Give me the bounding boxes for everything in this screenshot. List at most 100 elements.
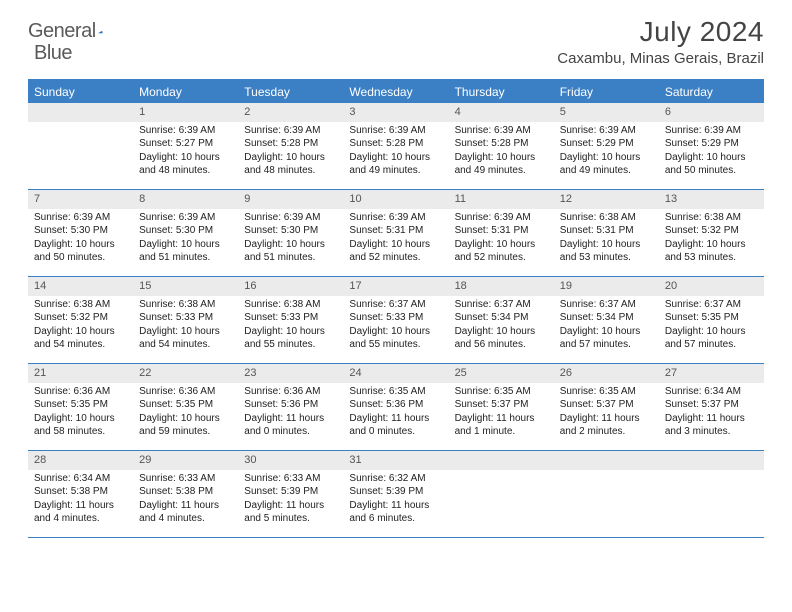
sunset-line: Sunset: 5:34 PM bbox=[560, 311, 653, 325]
sunset-line: Sunset: 5:36 PM bbox=[244, 398, 337, 412]
sunset-line: Sunset: 5:33 PM bbox=[244, 311, 337, 325]
cell-body: Sunrise: 6:34 AMSunset: 5:37 PMDaylight:… bbox=[659, 383, 764, 443]
cell-body: Sunrise: 6:34 AMSunset: 5:38 PMDaylight:… bbox=[28, 470, 133, 530]
cell-body: Sunrise: 6:39 AMSunset: 5:28 PMDaylight:… bbox=[449, 122, 554, 182]
daylight-line: Daylight: 10 hours and 49 minutes. bbox=[560, 151, 653, 178]
cell-body: Sunrise: 6:39 AMSunset: 5:27 PMDaylight:… bbox=[133, 122, 238, 182]
sunset-line: Sunset: 5:38 PM bbox=[34, 485, 127, 499]
calendar-cell: 1Sunrise: 6:39 AMSunset: 5:27 PMDaylight… bbox=[133, 103, 238, 189]
sunrise-line: Sunrise: 6:39 AM bbox=[244, 211, 337, 225]
cell-body: Sunrise: 6:39 AMSunset: 5:28 PMDaylight:… bbox=[238, 122, 343, 182]
sunrise-line: Sunrise: 6:38 AM bbox=[244, 298, 337, 312]
sunrise-line: Sunrise: 6:39 AM bbox=[665, 124, 758, 138]
sunrise-line: Sunrise: 6:33 AM bbox=[244, 472, 337, 486]
daylight-line: Daylight: 11 hours and 6 minutes. bbox=[349, 499, 442, 526]
calendar-cell: 10Sunrise: 6:39 AMSunset: 5:31 PMDayligh… bbox=[343, 190, 448, 276]
daylight-line: Daylight: 11 hours and 4 minutes. bbox=[34, 499, 127, 526]
sunset-line: Sunset: 5:33 PM bbox=[139, 311, 232, 325]
calendar-cell: 24Sunrise: 6:35 AMSunset: 5:36 PMDayligh… bbox=[343, 364, 448, 450]
cell-body: Sunrise: 6:39 AMSunset: 5:29 PMDaylight:… bbox=[659, 122, 764, 182]
cell-body: Sunrise: 6:39 AMSunset: 5:30 PMDaylight:… bbox=[238, 209, 343, 269]
sunset-line: Sunset: 5:32 PM bbox=[665, 224, 758, 238]
sunrise-line: Sunrise: 6:35 AM bbox=[560, 385, 653, 399]
sunset-line: Sunset: 5:28 PM bbox=[349, 137, 442, 151]
daylight-line: Daylight: 11 hours and 2 minutes. bbox=[560, 412, 653, 439]
dow-sunday: Sunday bbox=[28, 81, 133, 103]
calendar-cell: 18Sunrise: 6:37 AMSunset: 5:34 PMDayligh… bbox=[449, 277, 554, 363]
calendar-cell: 25Sunrise: 6:35 AMSunset: 5:37 PMDayligh… bbox=[449, 364, 554, 450]
dow-saturday: Saturday bbox=[659, 81, 764, 103]
cell-body: Sunrise: 6:39 AMSunset: 5:31 PMDaylight:… bbox=[343, 209, 448, 269]
day-number: 1 bbox=[133, 103, 238, 122]
sunrise-line: Sunrise: 6:36 AM bbox=[244, 385, 337, 399]
sunrise-line: Sunrise: 6:39 AM bbox=[139, 211, 232, 225]
daylight-line: Daylight: 10 hours and 54 minutes. bbox=[139, 325, 232, 352]
cell-body: Sunrise: 6:38 AMSunset: 5:32 PMDaylight:… bbox=[659, 209, 764, 269]
sunset-line: Sunset: 5:30 PM bbox=[139, 224, 232, 238]
day-number bbox=[28, 103, 133, 122]
day-number: 29 bbox=[133, 451, 238, 470]
sunrise-line: Sunrise: 6:37 AM bbox=[455, 298, 548, 312]
sunset-line: Sunset: 5:28 PM bbox=[244, 137, 337, 151]
sunrise-line: Sunrise: 6:35 AM bbox=[349, 385, 442, 399]
sunset-line: Sunset: 5:31 PM bbox=[560, 224, 653, 238]
cell-body: Sunrise: 6:35 AMSunset: 5:37 PMDaylight:… bbox=[554, 383, 659, 443]
month-title: July 2024 bbox=[557, 16, 764, 48]
sunrise-line: Sunrise: 6:38 AM bbox=[34, 298, 127, 312]
cell-body: Sunrise: 6:33 AMSunset: 5:38 PMDaylight:… bbox=[133, 470, 238, 530]
day-number: 27 bbox=[659, 364, 764, 383]
sunset-line: Sunset: 5:30 PM bbox=[34, 224, 127, 238]
week-row: 7Sunrise: 6:39 AMSunset: 5:30 PMDaylight… bbox=[28, 190, 764, 277]
cell-body: Sunrise: 6:39 AMSunset: 5:29 PMDaylight:… bbox=[554, 122, 659, 182]
daylight-line: Daylight: 10 hours and 57 minutes. bbox=[665, 325, 758, 352]
calendar-cell: 3Sunrise: 6:39 AMSunset: 5:28 PMDaylight… bbox=[343, 103, 448, 189]
sunset-line: Sunset: 5:33 PM bbox=[349, 311, 442, 325]
cell-body: Sunrise: 6:39 AMSunset: 5:31 PMDaylight:… bbox=[449, 209, 554, 269]
cell-body: Sunrise: 6:35 AMSunset: 5:36 PMDaylight:… bbox=[343, 383, 448, 443]
calendar-cell: 14Sunrise: 6:38 AMSunset: 5:32 PMDayligh… bbox=[28, 277, 133, 363]
sunset-line: Sunset: 5:37 PM bbox=[665, 398, 758, 412]
day-number: 8 bbox=[133, 190, 238, 209]
day-number: 4 bbox=[449, 103, 554, 122]
sunrise-line: Sunrise: 6:35 AM bbox=[455, 385, 548, 399]
cell-body: Sunrise: 6:39 AMSunset: 5:30 PMDaylight:… bbox=[133, 209, 238, 269]
daylight-line: Daylight: 10 hours and 51 minutes. bbox=[244, 238, 337, 265]
week-row: 28Sunrise: 6:34 AMSunset: 5:38 PMDayligh… bbox=[28, 451, 764, 538]
sunrise-line: Sunrise: 6:39 AM bbox=[34, 211, 127, 225]
cell-body: Sunrise: 6:36 AMSunset: 5:36 PMDaylight:… bbox=[238, 383, 343, 443]
sunrise-line: Sunrise: 6:39 AM bbox=[349, 124, 442, 138]
calendar-cell bbox=[28, 103, 133, 189]
calendar-cell: 13Sunrise: 6:38 AMSunset: 5:32 PMDayligh… bbox=[659, 190, 764, 276]
sunset-line: Sunset: 5:35 PM bbox=[665, 311, 758, 325]
logo-sub: Blue bbox=[34, 42, 72, 65]
sunrise-line: Sunrise: 6:34 AM bbox=[34, 472, 127, 486]
daylight-line: Daylight: 10 hours and 59 minutes. bbox=[139, 412, 232, 439]
sunset-line: Sunset: 5:35 PM bbox=[139, 398, 232, 412]
sunset-line: Sunset: 5:27 PM bbox=[139, 137, 232, 151]
day-number: 11 bbox=[449, 190, 554, 209]
day-number: 28 bbox=[28, 451, 133, 470]
dow-wednesday: Wednesday bbox=[343, 81, 448, 103]
week-row: 1Sunrise: 6:39 AMSunset: 5:27 PMDaylight… bbox=[28, 103, 764, 190]
sunrise-line: Sunrise: 6:39 AM bbox=[455, 211, 548, 225]
week-row: 21Sunrise: 6:36 AMSunset: 5:35 PMDayligh… bbox=[28, 364, 764, 451]
logo-text: General bbox=[28, 20, 96, 43]
calendar-cell bbox=[554, 451, 659, 537]
daylight-line: Daylight: 10 hours and 56 minutes. bbox=[455, 325, 548, 352]
daylight-line: Daylight: 11 hours and 1 minute. bbox=[455, 412, 548, 439]
calendar-cell: 15Sunrise: 6:38 AMSunset: 5:33 PMDayligh… bbox=[133, 277, 238, 363]
day-number bbox=[659, 451, 764, 470]
sunrise-line: Sunrise: 6:37 AM bbox=[560, 298, 653, 312]
calendar-cell: 22Sunrise: 6:36 AMSunset: 5:35 PMDayligh… bbox=[133, 364, 238, 450]
sunrise-line: Sunrise: 6:37 AM bbox=[349, 298, 442, 312]
sunset-line: Sunset: 5:39 PM bbox=[244, 485, 337, 499]
cell-body: Sunrise: 6:32 AMSunset: 5:39 PMDaylight:… bbox=[343, 470, 448, 530]
calendar-cell: 9Sunrise: 6:39 AMSunset: 5:30 PMDaylight… bbox=[238, 190, 343, 276]
daylight-line: Daylight: 10 hours and 53 minutes. bbox=[665, 238, 758, 265]
day-number: 5 bbox=[554, 103, 659, 122]
sunset-line: Sunset: 5:29 PM bbox=[665, 137, 758, 151]
title-block: July 2024 Caxambu, Minas Gerais, Brazil bbox=[557, 16, 764, 67]
sunrise-line: Sunrise: 6:39 AM bbox=[560, 124, 653, 138]
location: Caxambu, Minas Gerais, Brazil bbox=[557, 50, 764, 67]
sunrise-line: Sunrise: 6:32 AM bbox=[349, 472, 442, 486]
